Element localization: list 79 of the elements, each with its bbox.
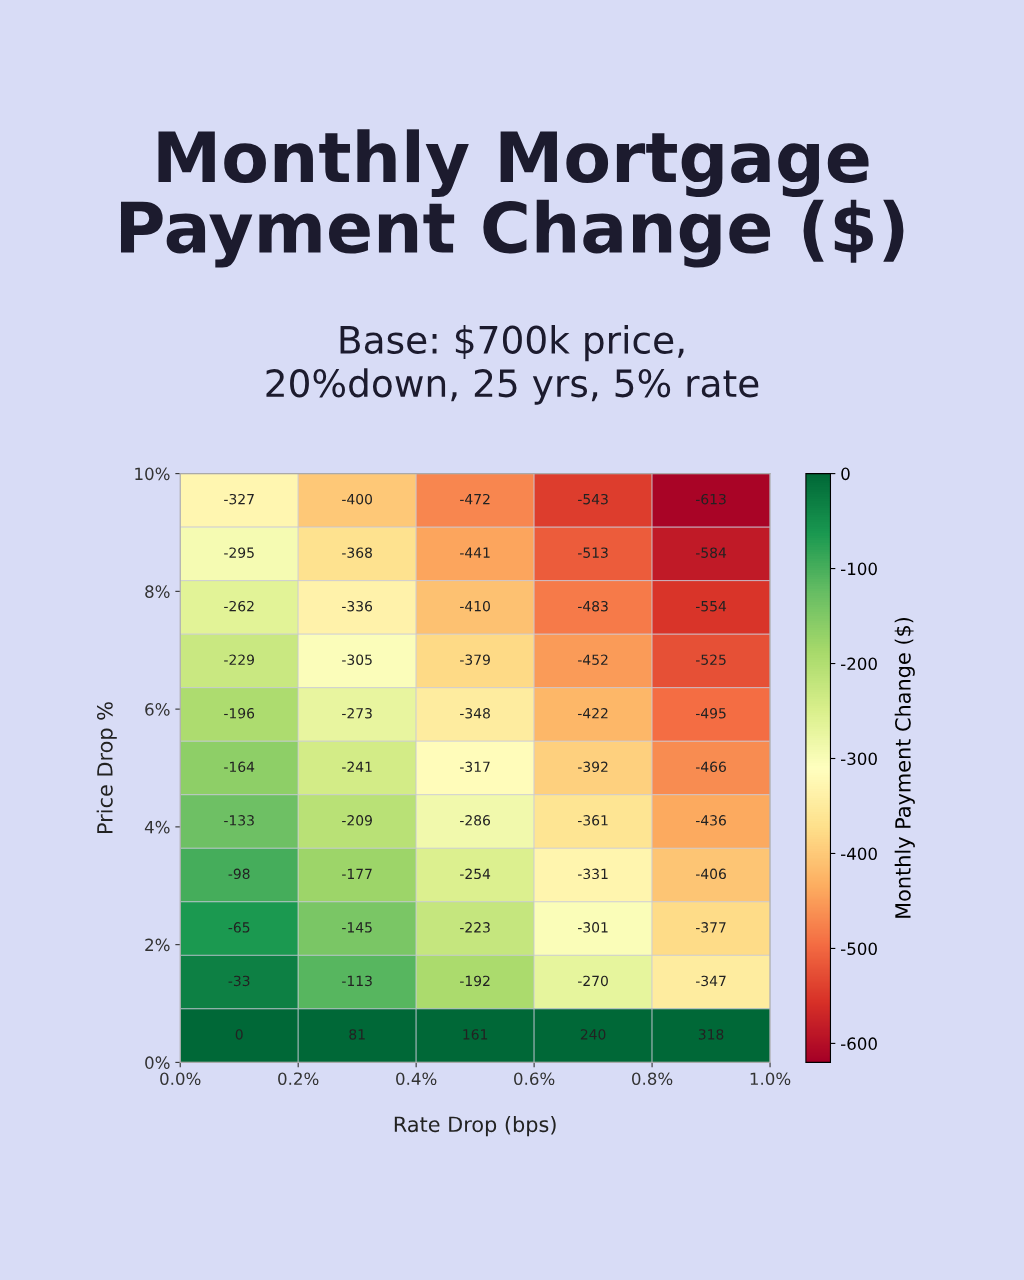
data-label: 0 [235, 1029, 243, 1040]
data-label: -286 [460, 815, 491, 826]
data-label: -513 [578, 547, 608, 558]
y-tick-label: 8% [145, 585, 170, 598]
data-label: -331 [578, 868, 608, 880]
data-label: -301 [578, 922, 608, 933]
data-label: -392 [578, 761, 608, 773]
x-tick-label: 0.8% [632, 1072, 673, 1086]
y-tick-label: 10% [135, 467, 170, 481]
data-label: 81 [349, 1029, 365, 1040]
data-label: -400 [342, 493, 373, 505]
color-bar-label: -300 [841, 752, 877, 766]
data-label: -196 [224, 708, 255, 719]
data-label: -348 [460, 708, 490, 719]
data-label: -229 [224, 654, 254, 665]
data-label: -410 [460, 600, 490, 612]
data-label: -133 [224, 815, 254, 826]
chart-subtitle: Base: $700k price, 20%down, 25 yrs, 5% rate [266, 324, 759, 405]
data-label: -177 [342, 868, 372, 879]
data-label: -241 [342, 761, 372, 772]
data-label: -336 [342, 600, 373, 612]
color-bar-label: -500 [841, 942, 877, 956]
data-label: -65 [228, 922, 250, 933]
data-label: -347 [695, 975, 726, 987]
data-label: 240 [580, 1029, 606, 1040]
data-label: -361 [578, 815, 608, 826]
data-label: -377 [695, 922, 726, 933]
x-tick-label: 0.2% [278, 1072, 319, 1086]
y-tick-label: 2% [145, 938, 170, 952]
data-label: -327 [224, 493, 254, 505]
color-bar-label: -600 [841, 1037, 877, 1050]
data-label: -543 [578, 493, 608, 505]
data-label: -554 [695, 601, 727, 612]
data-label: -436 [695, 815, 726, 826]
data-label: -305 [342, 654, 372, 665]
x-tick-label: 0.6% [514, 1072, 555, 1086]
y-axis-title: Price Drop % [96, 702, 117, 833]
chart-title: Monthly Mortgage Payment Change ($) [120, 129, 904, 268]
data-label: -368 [342, 547, 372, 558]
data-label: -33 [228, 975, 250, 987]
x-tick-label: 1.0% [750, 1072, 791, 1086]
data-label: -422 [578, 708, 608, 719]
data-label: -472 [460, 493, 490, 505]
data-label: -254 [460, 868, 491, 880]
data-label: -452 [578, 654, 608, 665]
data-label: -483 [578, 600, 608, 612]
data-label: 161 [463, 1029, 488, 1040]
data-label: -613 [695, 493, 726, 505]
data-label: -273 [342, 708, 372, 719]
color-bar-label: 0 [841, 467, 850, 481]
y-tick-label: 0% [145, 1056, 170, 1069]
data-label: -584 [695, 547, 727, 558]
x-tick-label: 0.4% [396, 1072, 437, 1086]
data-label: -406 [695, 868, 726, 880]
y-tick-label: 6% [145, 703, 170, 716]
color-bar-title: Monthly Payment Change ($) [894, 617, 915, 918]
color-bar-label: -100 [841, 562, 877, 576]
data-label: 318 [698, 1029, 724, 1040]
data-label: -145 [342, 922, 372, 933]
data-label: -262 [224, 600, 254, 612]
data-label: -525 [695, 654, 726, 665]
data-label: -495 [695, 708, 726, 719]
x-tick-label: 0.0% [160, 1072, 201, 1086]
data-label: -192 [460, 975, 490, 987]
data-label: -466 [695, 761, 726, 773]
data-label: -270 [578, 975, 608, 987]
data-label: -295 [224, 547, 254, 558]
data-label: -113 [342, 975, 372, 987]
data-label: -209 [342, 815, 372, 826]
x-axis-title: Rate Drop (bps) [394, 1116, 556, 1137]
data-label: -98 [228, 868, 250, 880]
data-label: -441 [460, 547, 490, 558]
data-label: -379 [460, 654, 490, 665]
data-label: -223 [460, 922, 490, 933]
y-tick-label: 4% [144, 820, 170, 834]
color-bar-label: -200 [841, 657, 877, 671]
color-bar-label: -400 [841, 847, 877, 861]
data-label: -164 [224, 761, 255, 773]
data-label: -317 [460, 761, 490, 773]
